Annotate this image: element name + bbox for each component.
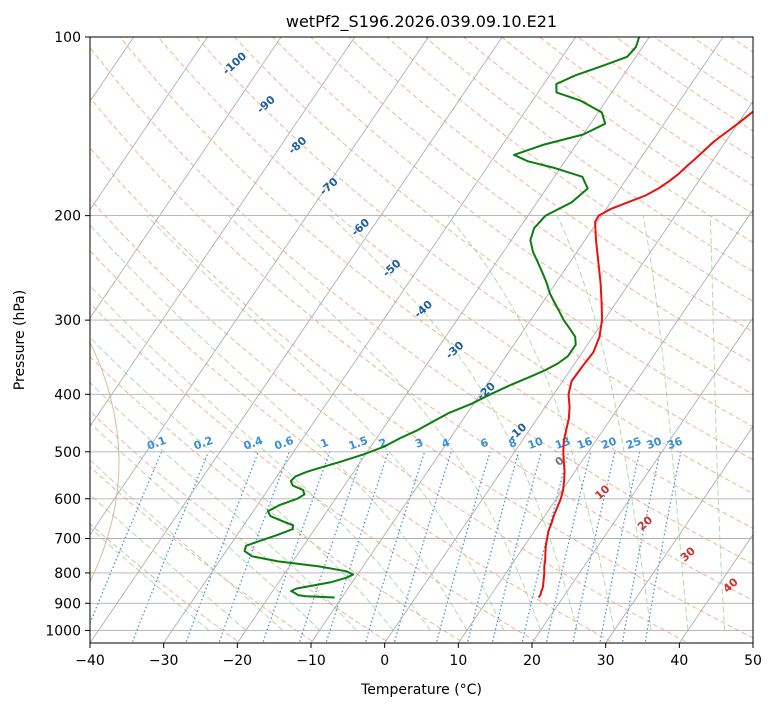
mixing-ratio-label: 3 <box>413 436 425 451</box>
mixing-ratio-label: 4 <box>440 436 452 451</box>
temperature-profile-line <box>537 110 753 599</box>
dry-adiabat-line <box>157 37 753 495</box>
mixing-ratio-label: 25 <box>624 435 643 452</box>
x-tick-label: 0 <box>380 653 389 669</box>
dry-adiabat-line <box>615 37 753 132</box>
dry-adiabat-line <box>90 147 753 639</box>
mixing-ratio-line <box>644 451 682 643</box>
mixing-ratio-line <box>521 451 570 643</box>
isotherm-line <box>163 37 577 643</box>
moist-adiabat-line <box>447 215 615 631</box>
chart-title: wetPf2_S196.2026.039.09.10.E21 <box>286 12 557 32</box>
dry-adiabat-line <box>90 523 241 643</box>
mixing-ratio-label: 10 <box>526 434 545 452</box>
moist-adiabat-line <box>642 215 689 631</box>
dry-adiabat-line <box>310 37 753 364</box>
isotherm-line <box>90 37 503 643</box>
x-tick-label: 20 <box>523 653 541 669</box>
isotherm-line <box>457 208 753 643</box>
mixing-ratio-label: 1.5 <box>347 434 370 453</box>
isotherm-line <box>90 37 356 428</box>
y-tick-label: 700 <box>54 532 81 548</box>
mixing-ratio-line <box>491 451 542 643</box>
dry-adiabat-line <box>195 37 753 461</box>
isotherm-line <box>531 317 753 643</box>
dry-adiabat-line <box>577 37 753 159</box>
y-tick-label: 200 <box>54 209 81 225</box>
mixing-ratio-line <box>364 451 426 643</box>
mixing-ratio-line <box>621 451 661 643</box>
isotherm-line <box>310 37 724 643</box>
dry-adiabat-line <box>538 37 753 187</box>
mixing-ratio-label: 0.1 <box>145 434 168 453</box>
isotherm-line <box>605 425 753 643</box>
moist-adiabat-line <box>556 215 652 631</box>
dry-adiabat-line <box>272 37 753 395</box>
mixing-ratio-label: 0.6 <box>273 434 296 453</box>
dry-adiabat-line <box>348 37 753 333</box>
dry-adiabat-line <box>233 37 753 428</box>
isotherm-line <box>236 37 650 643</box>
mixing-ratio-line <box>466 451 520 643</box>
isotherm-line <box>678 533 753 643</box>
isotherm-line <box>90 37 208 211</box>
x-tick-label: −40 <box>75 653 105 669</box>
mixing-ratio-label: 2 <box>377 436 389 451</box>
mixing-ratio-line <box>435 451 491 643</box>
dry-adiabat-line <box>90 302 540 643</box>
y-axis-label: Pressure (hPa) <box>12 290 28 390</box>
dry-adiabat-line <box>90 198 690 643</box>
mixing-ratio-label: 0.4 <box>242 434 265 453</box>
isotherm-line <box>384 100 753 643</box>
y-tick-label: 500 <box>54 445 81 461</box>
mixing-ratio-line <box>599 451 641 643</box>
reference-curve <box>90 341 120 583</box>
x-tick-label: 10 <box>449 653 467 669</box>
mixing-ratio-label: 20 <box>600 434 619 452</box>
mixing-ratio-label: 16 <box>575 434 594 452</box>
mixing-ratio-label: 8 <box>507 436 519 451</box>
dry-adiabat-line <box>90 46 753 565</box>
mixing-ratio-line <box>90 451 163 625</box>
dewpoint-profile-line <box>243 37 641 599</box>
mixing-ratio-line <box>185 451 259 643</box>
moist-adiabat-line <box>146 215 505 631</box>
mixing-ratio-line <box>572 451 616 643</box>
isotherm-line <box>90 37 429 536</box>
x-tick-label: 30 <box>597 653 615 669</box>
y-tick-label: 100 <box>54 30 81 46</box>
dry-adiabat-line <box>462 37 753 243</box>
y-tick-label: 1000 <box>45 623 81 639</box>
plot-frame <box>89 36 754 644</box>
mixing-ratio-label: 36 <box>665 434 684 452</box>
isotherm-line <box>90 37 282 319</box>
y-tick-label: 800 <box>54 566 81 582</box>
dry-adiabat-line <box>424 37 753 273</box>
x-axis-label: Temperature (°C) <box>360 682 482 698</box>
y-tick-label: 300 <box>54 313 81 329</box>
dry-adiabat-line <box>119 37 753 529</box>
x-tick-label: 50 <box>744 653 762 669</box>
mixing-ratio-label: 6 <box>479 436 491 451</box>
x-tick-label: 40 <box>670 653 688 669</box>
mixing-ratio-label: 1 <box>319 436 331 451</box>
y-tick-label: 900 <box>54 596 81 612</box>
dry-adiabat-line <box>90 96 753 602</box>
y-tick-label: 600 <box>54 492 81 508</box>
x-tick-label: −10 <box>296 653 326 669</box>
y-tick-label: 400 <box>54 387 81 403</box>
mixing-ratio-line <box>393 451 452 643</box>
mixing-ratio-label: 30 <box>645 434 664 452</box>
mixing-ratio-label: 0.2 <box>192 434 215 453</box>
mixing-ratio-line <box>131 451 209 643</box>
moist-adiabat-line <box>90 527 210 631</box>
x-tick-label: −20 <box>223 653 253 669</box>
x-tick-label: −30 <box>149 653 179 669</box>
dry-adiabat-line <box>90 250 615 643</box>
